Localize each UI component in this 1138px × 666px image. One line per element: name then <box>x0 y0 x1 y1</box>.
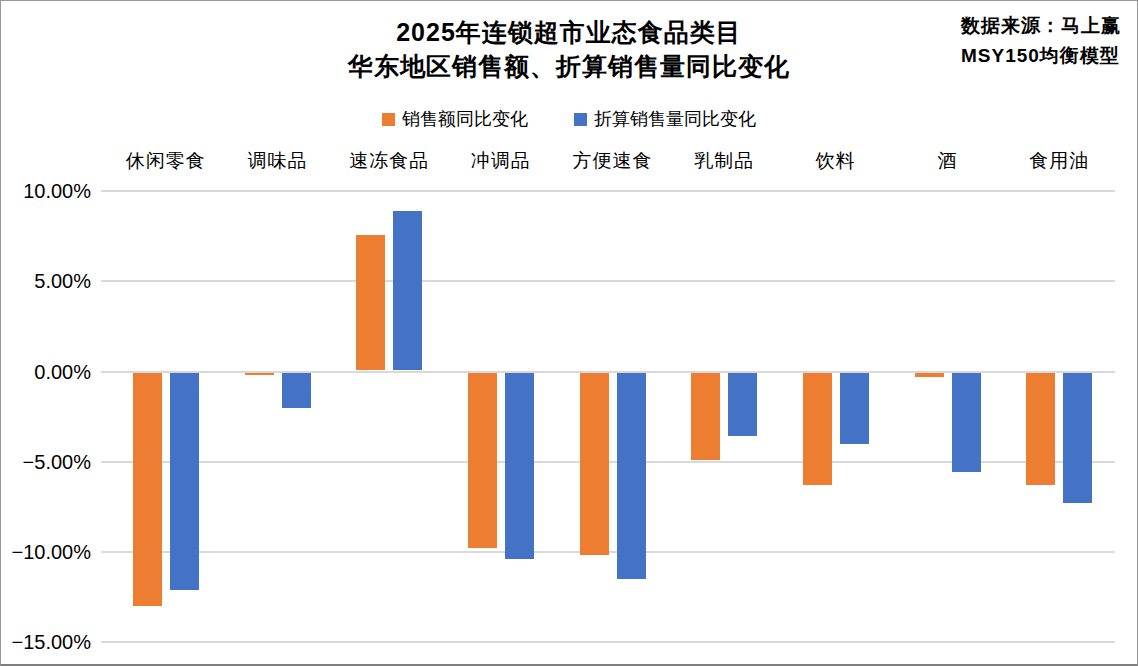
bar <box>952 373 981 473</box>
data-source-note: 数据来源：马上赢 MSY150均衡模型 <box>961 11 1121 71</box>
category-label: 酒 <box>892 149 1004 173</box>
y-axis-tick-label: 10.00% <box>1 178 91 204</box>
bar <box>245 373 274 376</box>
legend-label-sales-value: 销售额同比变化 <box>402 107 528 131</box>
bar <box>915 373 944 377</box>
category-label: 速冻食品 <box>333 149 445 173</box>
bar <box>617 373 646 579</box>
y-axis-tick-label: −10.00% <box>1 539 91 565</box>
legend-item-sales-value: 销售额同比变化 <box>382 107 528 131</box>
bar <box>393 211 422 370</box>
category-label: 乳制品 <box>668 149 780 173</box>
bar <box>282 373 311 408</box>
bar <box>803 373 832 486</box>
gridline <box>101 190 1115 192</box>
bar <box>1063 373 1092 504</box>
bar <box>580 373 609 556</box>
y-axis-tick-label: 5.00% <box>1 268 91 294</box>
bar <box>728 373 757 437</box>
legend: 销售额同比变化 折算销售量同比变化 <box>1 107 1137 131</box>
legend-label-sales-volume: 折算销售量同比变化 <box>594 107 756 131</box>
legend-swatch-orange-icon <box>382 113 395 126</box>
bar <box>840 373 869 444</box>
bar <box>133 373 162 606</box>
category-label: 调味品 <box>222 149 334 173</box>
y-axis-tick-label: 0.00% <box>1 359 91 385</box>
bar <box>356 235 385 371</box>
category-label: 食用油 <box>1003 149 1115 173</box>
category-label: 方便速食 <box>557 149 669 173</box>
bar <box>691 373 720 460</box>
category-label: 冲调品 <box>445 149 557 173</box>
bar <box>468 373 497 549</box>
gridline <box>101 641 1115 643</box>
legend-swatch-blue-icon <box>574 113 587 126</box>
y-axis-tick-label: −5.00% <box>1 449 91 475</box>
chart-canvas: 2025年连锁超市业态食品类目 华东地区销售额、折算销售量同比变化 数据来源：马… <box>0 0 1138 666</box>
legend-item-sales-volume: 折算销售量同比变化 <box>574 107 756 131</box>
bar <box>1026 373 1055 486</box>
category-label: 饮料 <box>780 149 892 173</box>
data-source-line2: MSY150均衡模型 <box>961 41 1121 71</box>
bar <box>170 373 199 590</box>
y-axis-tick-label: −15.00% <box>1 629 91 655</box>
data-source-line1: 数据来源：马上赢 <box>961 11 1121 41</box>
bar <box>505 373 534 559</box>
gridline <box>101 280 1115 282</box>
category-label: 休闲零食 <box>110 149 222 173</box>
